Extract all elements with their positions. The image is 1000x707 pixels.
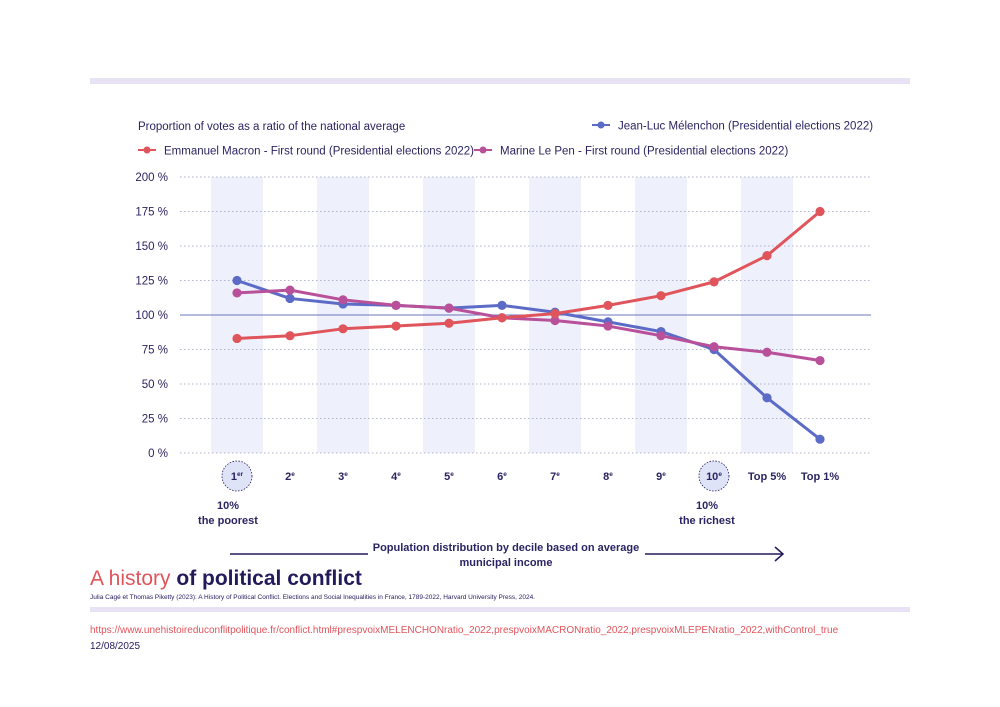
x-tick-highlight — [221, 460, 253, 492]
date: 12/08/2025 — [90, 641, 141, 652]
data-point — [762, 347, 772, 357]
data-point — [603, 300, 613, 310]
y-tick-label: 150 % — [135, 241, 168, 253]
x-tick-label: 8e — [603, 471, 613, 483]
citation: Julia Cagé et Thomas Piketty (2023): A H… — [90, 594, 535, 601]
richest-annotation-line1: 10% — [696, 500, 718, 512]
brand-title-bold: of political conflict — [176, 567, 362, 590]
data-point — [815, 206, 825, 217]
brand-title: A history of political conflict — [90, 567, 362, 591]
data-point — [656, 331, 666, 341]
data-point — [762, 393, 772, 403]
y-tick-label: 50 % — [142, 379, 168, 391]
x-axis-label-line1: Population distribution by decile based … — [373, 542, 640, 554]
data-point — [550, 315, 560, 326]
x-tick-label: 3e — [338, 471, 348, 483]
data-point — [762, 251, 772, 261]
data-point — [709, 342, 719, 352]
legend-swatch-dot — [143, 146, 151, 154]
poorest-annotation-line1: 10% — [217, 500, 239, 512]
data-point — [550, 309, 560, 319]
series-line — [235, 210, 822, 340]
data-point — [603, 321, 613, 331]
x-tick-label: 5e — [444, 471, 454, 483]
data-point — [391, 321, 401, 331]
poorest-annotation-line2: the poorest — [198, 515, 258, 527]
data-point — [391, 300, 401, 310]
bottom-divider — [90, 607, 910, 612]
y-tick-label: 0 % — [148, 448, 168, 460]
brand-title-light: A history — [90, 567, 177, 590]
data-point — [444, 318, 454, 328]
y-tick-label: 125 % — [135, 276, 168, 288]
data-point — [656, 291, 666, 301]
data-point — [815, 434, 825, 444]
y-tick-label: 175 % — [135, 207, 168, 219]
x-tick-label: Top 5% — [748, 471, 787, 483]
data-point — [815, 355, 825, 366]
data-point — [709, 277, 719, 287]
x-tick-label: 7e — [550, 471, 560, 483]
top-divider — [90, 78, 910, 84]
x-tick-label: 1er — [231, 471, 244, 483]
x-tick-highlight — [698, 460, 730, 492]
y-tick-label: 100 % — [135, 310, 168, 322]
legend-label: Jean-Luc Mélenchon (Presidential electio… — [618, 121, 873, 133]
data-point — [232, 333, 242, 344]
legend-swatch-dot — [479, 146, 487, 154]
data-point — [497, 313, 507, 323]
data-point — [444, 303, 454, 313]
x-tick-label: 6e — [497, 471, 507, 483]
y-tick-label: 75 % — [142, 345, 168, 357]
chart-canvas: 0 % 25 % 50 % 75 % 100 % 125 % 150 % 175 % 200 %… — [135, 121, 873, 570]
data-point — [285, 293, 295, 304]
data-point — [338, 324, 348, 334]
x-axis-label-line2: municipal income — [460, 557, 553, 569]
series-line — [235, 279, 822, 441]
legend-label: Emmanuel Macron - First round (President… — [164, 146, 474, 158]
x-axis-arrowhead — [774, 546, 785, 562]
richest-annotation-line2: the richest — [679, 515, 735, 527]
x-tick-label: Top 1% — [801, 471, 840, 483]
source-url[interactable]: https://www.unehistoireduconflitpolitiqu… — [90, 625, 839, 636]
data-point — [232, 275, 242, 286]
legend-label: Marine Le Pen - First round (Presidentia… — [500, 146, 788, 158]
series-line — [235, 288, 822, 363]
data-point — [285, 331, 295, 341]
data-point — [232, 288, 242, 298]
data-point — [338, 295, 348, 305]
x-tick-label: 4e — [391, 471, 401, 483]
x-tick-label: 10e — [706, 471, 722, 483]
legend-swatch-dot — [597, 121, 605, 129]
x-tick-label: 2e — [285, 471, 295, 483]
y-tick-label: 200 % — [135, 172, 168, 184]
data-point — [285, 285, 295, 295]
chart-title: Proportion of votes as a ratio of the na… — [138, 121, 405, 133]
y-tick-label: 25 % — [142, 414, 168, 426]
data-point — [497, 300, 507, 310]
x-tick-label: 9e — [656, 471, 666, 483]
